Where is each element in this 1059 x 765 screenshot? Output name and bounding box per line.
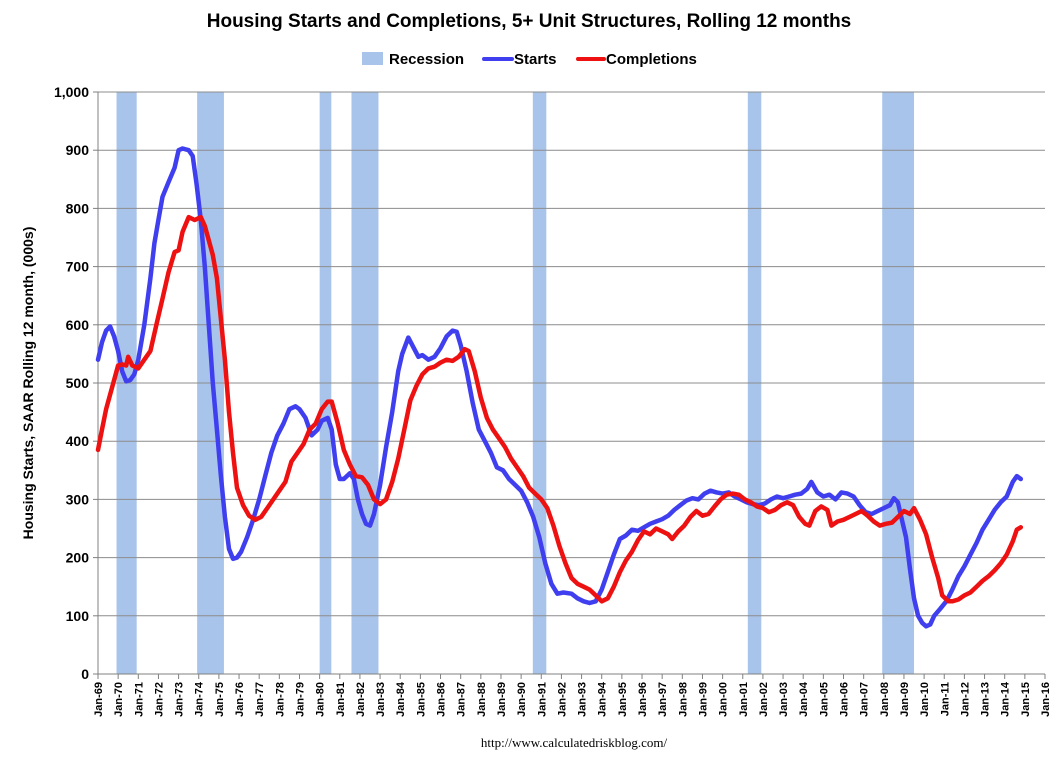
x-tick-label: Jan-01 bbox=[738, 682, 750, 717]
series-line-starts bbox=[95, 146, 1024, 629]
x-tick-label: Jan-71 bbox=[133, 682, 145, 717]
y-axis-label: Housing Starts, SAAR Rolling 12 month, (… bbox=[20, 227, 36, 540]
y-tick-label: 500 bbox=[66, 375, 90, 391]
x-tick-label: Jan-90 bbox=[516, 682, 528, 717]
x-tick-label: Jan-80 bbox=[315, 682, 327, 717]
series-lines bbox=[95, 146, 1024, 629]
x-tick-label: Jan-76 bbox=[234, 682, 246, 717]
legend: Recession Starts Completions bbox=[362, 51, 697, 68]
x-tick-label: Jan-75 bbox=[214, 682, 226, 717]
x-tick-label: Jan-85 bbox=[415, 682, 427, 717]
x-tick-label: Jan-86 bbox=[436, 682, 448, 717]
x-tick-label: Jan-14 bbox=[1000, 681, 1012, 717]
x-tick-label: Jan-96 bbox=[637, 682, 649, 717]
x-tick-label: Jan-10 bbox=[919, 682, 931, 717]
x-tick-label: Jan-83 bbox=[375, 682, 387, 717]
x-tick-label: Jan-12 bbox=[959, 682, 971, 717]
x-tick-label: Jan-87 bbox=[456, 682, 468, 717]
x-tick-label: Jan-84 bbox=[395, 681, 407, 717]
x-tick-label: Jan-89 bbox=[496, 682, 508, 717]
x-tick-label: Jan-88 bbox=[476, 682, 488, 717]
x-tick-label: Jan-93 bbox=[577, 682, 589, 717]
legend-completions-label: Completions bbox=[606, 51, 697, 68]
y-tick-label: 100 bbox=[66, 608, 90, 624]
y-tick-label: 700 bbox=[66, 259, 90, 275]
x-tick-label: Jan-91 bbox=[536, 682, 548, 717]
y-tick-label: 900 bbox=[66, 142, 90, 158]
x-tick-label: Jan-99 bbox=[697, 682, 709, 717]
x-tick-label: Jan-03 bbox=[778, 682, 790, 717]
x-tick-label: Jan-02 bbox=[758, 682, 770, 717]
y-tick-label: 300 bbox=[66, 491, 90, 507]
x-tick-label: Jan-97 bbox=[657, 682, 669, 717]
x-tick-label: Jan-94 bbox=[597, 681, 609, 717]
y-tick-label: 200 bbox=[66, 550, 90, 566]
legend-starts-label: Starts bbox=[514, 51, 557, 68]
series-line-completions bbox=[95, 214, 1024, 604]
y-axis-ticks: 0 100 200 300 400 500 600 700 800 900 1,000 bbox=[54, 84, 98, 682]
x-tick-label: Jan-69 bbox=[93, 682, 105, 717]
x-tick-label: Jan-73 bbox=[174, 682, 186, 717]
x-tick-label: Jan-78 bbox=[274, 682, 286, 717]
x-tick-label: Jan-70 bbox=[113, 682, 125, 717]
x-tick-label: Jan-79 bbox=[294, 682, 306, 717]
x-tick-label: Jan-08 bbox=[879, 682, 891, 717]
y-tick-label: 800 bbox=[66, 200, 90, 216]
x-tick-label: Jan-11 bbox=[939, 682, 951, 716]
x-tick-label: Jan-72 bbox=[153, 682, 165, 717]
x-tick-label: Jan-15 bbox=[1020, 682, 1032, 717]
source-url: http://www.calculatedriskblog.com/ bbox=[481, 735, 668, 750]
legend-recession-label: Recession bbox=[389, 51, 464, 68]
x-tick-label: Jan-13 bbox=[980, 682, 992, 717]
x-tick-label: Jan-05 bbox=[818, 682, 830, 717]
x-tick-label: Jan-92 bbox=[556, 682, 568, 717]
y-tick-label: 1,000 bbox=[54, 84, 89, 100]
x-tick-label: Jan-16 bbox=[1040, 682, 1052, 717]
x-tick-label: Jan-00 bbox=[718, 682, 730, 717]
y-tick-label: 600 bbox=[66, 317, 90, 333]
x-tick-label: Jan-77 bbox=[254, 682, 266, 717]
x-tick-label: Jan-81 bbox=[335, 682, 347, 717]
legend-recession-swatch bbox=[362, 52, 383, 65]
gridlines bbox=[98, 91, 1045, 617]
x-tick-label: Jan-04 bbox=[798, 681, 810, 717]
x-tick-label: Jan-74 bbox=[194, 681, 206, 717]
chart-title: Housing Starts and Completions, 5+ Unit … bbox=[207, 11, 852, 32]
y-tick-label: 400 bbox=[66, 433, 90, 449]
x-tick-label: Jan-06 bbox=[839, 682, 851, 717]
x-tick-label: Jan-07 bbox=[859, 682, 871, 717]
y-tick-label: 0 bbox=[81, 666, 89, 682]
x-tick-label: Jan-82 bbox=[355, 682, 367, 717]
x-tick-label: Jan-98 bbox=[677, 682, 689, 717]
x-tick-label: Jan-95 bbox=[617, 682, 629, 717]
x-axis-ticks: Jan-69 Jan-70 Jan-71 Jan-72 Jan-73 Jan-74 Jan-… bbox=[93, 674, 1052, 717]
x-tick-label: Jan-09 bbox=[899, 682, 911, 717]
